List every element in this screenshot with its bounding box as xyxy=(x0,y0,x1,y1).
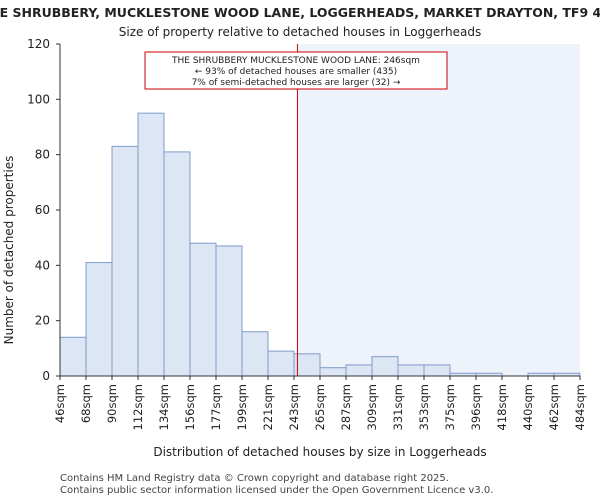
annotation-box xyxy=(144,51,448,90)
histogram-bar xyxy=(423,364,451,377)
x-tick-label: 112sqm xyxy=(131,384,145,430)
y-tick-label: 100 xyxy=(27,92,50,106)
histogram-bar xyxy=(85,262,113,377)
chart-subtitle: Size of property relative to detached ho… xyxy=(119,25,481,39)
footer-licence: Contains public sector information licen… xyxy=(60,485,494,496)
annotation-line: ← 93% of detached houses are smaller (43… xyxy=(195,67,397,77)
x-tick-label: 243sqm xyxy=(287,384,301,430)
x-tick-label: 156sqm xyxy=(183,384,197,430)
y-tick-label: 80 xyxy=(35,148,50,162)
y-tick-label: 60 xyxy=(35,203,50,217)
x-tick-label: 199sqm xyxy=(235,384,249,430)
y-tick-label: 40 xyxy=(35,258,50,272)
y-tick-label: 0 xyxy=(42,369,50,383)
annotation-line: 7% of semi-detached houses are larger (3… xyxy=(192,78,401,88)
x-tick-label: 396sqm xyxy=(469,384,483,430)
annotation-line: THE SHRUBBERY MUCKLESTONE WOOD LANE: 246… xyxy=(171,56,420,66)
histogram-bar xyxy=(345,364,373,377)
y-ticks-group: 0 20 40 60 80 100 120 xyxy=(27,37,60,383)
chart-title: THE SHRUBBERY, MUCKLESTONE WOOD LANE, LO… xyxy=(0,5,600,20)
x-ticks-group: 46sqm 68sqm 90sqm 112sqm 134sqm 156sqm 177sqm 1… xyxy=(53,376,587,430)
x-tick-label: 331sqm xyxy=(391,384,405,430)
x-tick-label: 287sqm xyxy=(339,384,353,430)
x-tick-label: 265sqm xyxy=(313,384,327,430)
x-tick-label: 221sqm xyxy=(261,384,275,430)
y-tick-label: 120 xyxy=(27,37,50,51)
histogram-bar xyxy=(189,242,217,377)
x-tick-label: 177sqm xyxy=(209,384,223,430)
x-tick-label: 440sqm xyxy=(521,384,535,430)
histogram-bar xyxy=(319,367,347,377)
x-tick-label: 90sqm xyxy=(105,384,119,423)
x-tick-label: 134sqm xyxy=(157,384,171,430)
histogram-bar xyxy=(111,145,139,377)
histogram-bar xyxy=(163,151,191,377)
histogram-bar xyxy=(267,350,295,377)
histogram-bar xyxy=(371,356,399,377)
y-tick-label: 20 xyxy=(35,314,50,328)
highlight-region xyxy=(297,44,580,376)
footer-copyright: Contains HM Land Registry data © Crown c… xyxy=(60,473,449,484)
histogram-bar xyxy=(241,331,269,377)
x-tick-label: 309sqm xyxy=(365,384,379,430)
x-tick-label: 484sqm xyxy=(573,384,587,430)
x-tick-label: 418sqm xyxy=(495,384,509,430)
x-tick-label: 462sqm xyxy=(547,384,561,430)
x-tick-label: 375sqm xyxy=(443,384,457,430)
x-tick-label: 46sqm xyxy=(53,384,67,423)
x-tick-label: 68sqm xyxy=(79,384,93,423)
bars-group xyxy=(59,112,581,377)
histogram-bar xyxy=(215,245,243,377)
x-axis-label: Distribution of detached houses by size … xyxy=(153,445,486,459)
histogram-bar xyxy=(137,112,165,377)
x-tick-label: 353sqm xyxy=(417,384,431,430)
histogram-bar xyxy=(397,364,425,377)
histogram-bar xyxy=(59,336,87,377)
y-axis-label: Number of detached properties xyxy=(2,156,16,345)
